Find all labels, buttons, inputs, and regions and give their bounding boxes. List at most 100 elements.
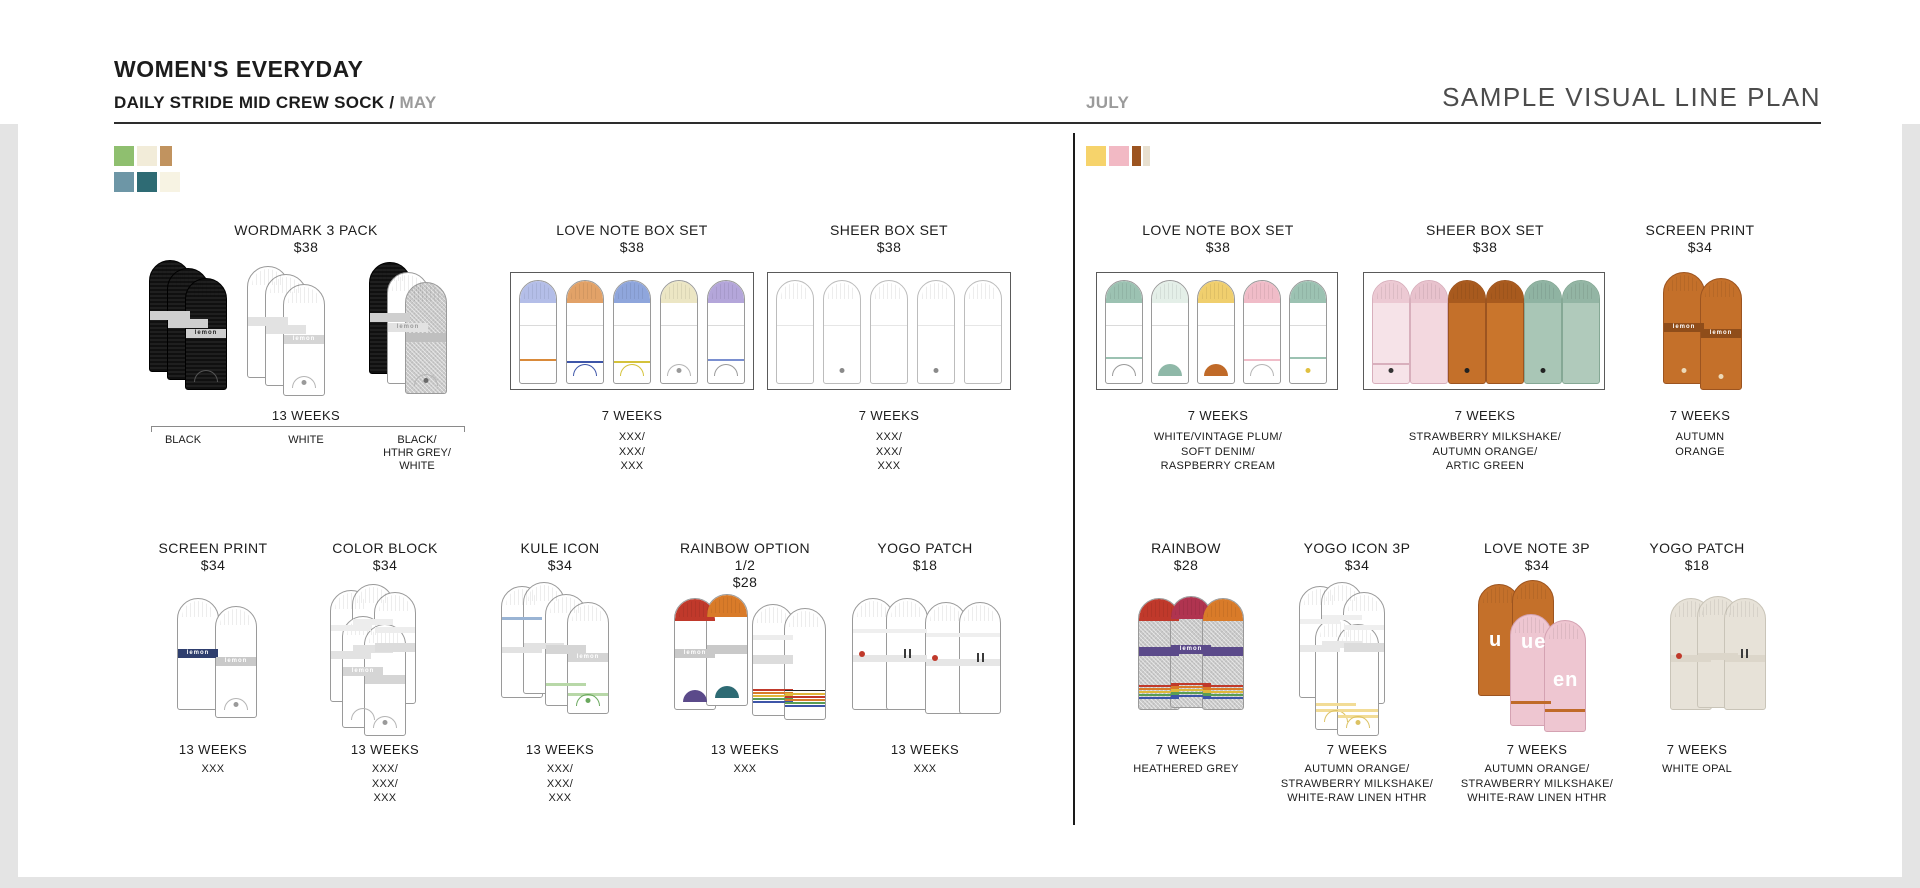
yogo-dot: [1388, 368, 1394, 373]
cuff: [1198, 281, 1234, 303]
sock-illustration: [1562, 280, 1600, 384]
sock-illustration: [613, 280, 651, 384]
stripe: [785, 705, 825, 707]
box-set-frame: [767, 272, 1011, 390]
stripe: [871, 325, 907, 326]
weeks-label: 7 WEEKS: [858, 408, 920, 423]
stripe: [785, 690, 825, 691]
stripe: [1338, 709, 1378, 712]
stripe: [753, 698, 793, 700]
stripe: [753, 701, 793, 703]
weeks-label: 7 WEEKS: [1155, 742, 1217, 757]
colorway-description: XXX/ XXX/ XXX: [875, 431, 903, 472]
stripe: [1244, 325, 1280, 326]
product-price: $38: [1472, 239, 1498, 255]
sock-illustration: [1105, 280, 1143, 384]
product-price: $38: [1205, 239, 1231, 255]
sock-illustration: lemon: [177, 598, 219, 710]
weeks-label: 13 WEEKS: [350, 742, 420, 757]
product-price: $18: [912, 557, 938, 573]
brand-band: lemon: [343, 667, 383, 676]
sock-illustration: lemon: [185, 278, 227, 390]
sock-illustration: [776, 280, 814, 384]
stripe: [708, 359, 744, 361]
brand-band: [1344, 643, 1384, 652]
heel-arc: [715, 686, 739, 698]
sock-illustration: [917, 280, 955, 384]
sock-illustration: [870, 280, 908, 384]
stripe: [1322, 615, 1362, 620]
yogo-dot: [585, 698, 591, 703]
stripe: [1300, 645, 1340, 652]
stripe: [1316, 703, 1356, 706]
product-name: YOGO PATCH: [877, 540, 973, 556]
page-subtitle: DAILY STRIDE MID CREW SOCK / MAY: [114, 93, 437, 113]
stripe: [524, 643, 564, 649]
stripe: [1244, 359, 1280, 361]
brand-band: [266, 325, 306, 334]
product-name-line2: 1/2: [734, 557, 756, 573]
stripe: [1373, 363, 1409, 365]
stripe: [1545, 709, 1585, 712]
product-price: $34: [1687, 239, 1713, 255]
sock-illustration: [707, 280, 745, 384]
stripe: [1511, 701, 1551, 704]
stripe: [708, 325, 744, 326]
weeks-label: 7 WEEKS: [601, 408, 663, 423]
yogo-patch-dot: [932, 655, 938, 661]
stripe: [375, 627, 415, 633]
product-name: COLOR BLOCK: [332, 540, 438, 556]
color-swatch: [160, 146, 172, 166]
stripe: [1171, 692, 1211, 694]
colorway-label: BLACK/ HTHR GREY/ WHITE: [383, 434, 451, 472]
product-price: $34: [200, 557, 226, 573]
brand-band: lemon: [1664, 323, 1704, 332]
colorway-description: XXX/ XXX/ XXX: [371, 763, 399, 804]
heel-arc: [1204, 364, 1228, 376]
cuff: [1152, 281, 1188, 303]
sock-illustration: [1670, 598, 1712, 710]
stripe: [887, 629, 927, 633]
stripe: [1203, 685, 1243, 687]
cuff: [1487, 281, 1523, 303]
stripe: [520, 325, 556, 326]
weeks-label: 7 WEEKS: [1326, 742, 1388, 757]
cuff: [520, 281, 556, 303]
stripe: [1171, 695, 1211, 697]
sock-illustration: [964, 280, 1002, 384]
stripe: [824, 325, 860, 326]
seam-mark: [1741, 649, 1743, 658]
seam-mark: [1746, 649, 1748, 658]
stripe: [353, 619, 393, 625]
brand-band: [375, 643, 415, 652]
brand-band: [546, 645, 586, 654]
colorway-description: STRAWBERRY MILKSHAKE/ AUTUMN ORANGE/ ART…: [1408, 431, 1562, 472]
product-name: YOGO PATCH: [1649, 540, 1745, 556]
stripe: [777, 325, 813, 326]
brand-band: lemon: [1171, 645, 1211, 654]
stripe: [1725, 655, 1765, 662]
brand-band: [1139, 647, 1179, 656]
seam-mark: [977, 653, 979, 662]
yogo-dot: [1355, 720, 1361, 725]
colorway-description: WHITE OPAL: [1661, 763, 1733, 775]
month-label-may: MAY: [399, 93, 437, 112]
heel-arc: [194, 370, 218, 382]
stripe: [331, 651, 371, 659]
sock-illustration: [1197, 280, 1235, 384]
brand-band: lemon: [284, 335, 324, 344]
colorway-description: HEATHERED GREY: [1133, 763, 1239, 775]
sock-illustration: [405, 282, 447, 394]
stripe: [926, 659, 966, 666]
stripe: [1106, 325, 1142, 326]
yogo-dot: [233, 702, 239, 707]
weeks-label: 13 WEEKS: [890, 742, 960, 757]
header-rule: [114, 122, 1821, 124]
page-edge-bottom: [0, 877, 1920, 888]
heel-arc: [1112, 364, 1136, 376]
sock-illustration: [660, 280, 698, 384]
weeks-label: 7 WEEKS: [1666, 742, 1728, 757]
product-card-kule-icon: KULE ICON $34 lemon 13 WEEKS XXX/ XXX/ X…: [460, 540, 660, 810]
product-name: SHEER BOX SET: [1425, 222, 1544, 238]
sock-illustration: [1448, 280, 1486, 384]
